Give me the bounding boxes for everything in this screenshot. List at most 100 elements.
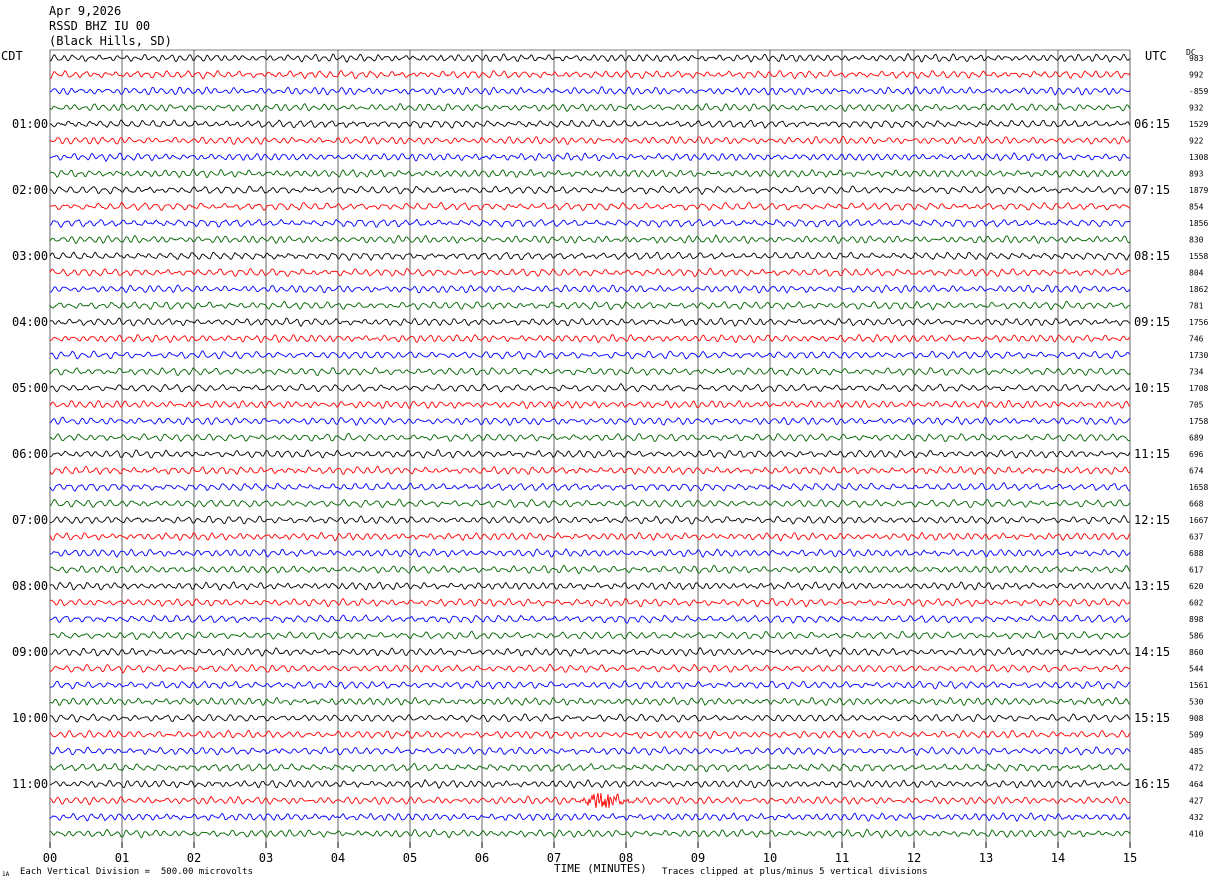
x-tick-label: 06 xyxy=(475,851,489,865)
x-tick-label: 01 xyxy=(115,851,129,865)
right-hour-label: 15:15 xyxy=(1134,711,1170,725)
left-hour-label: 05:00 xyxy=(12,381,48,395)
dc-offset-label: 427 xyxy=(1189,797,1204,806)
trace-row-37 xyxy=(49,663,1131,674)
dc-offset-label: 688 xyxy=(1189,549,1204,558)
dc-offset-label: 1856 xyxy=(1189,219,1208,228)
left-hour-label: 04:00 xyxy=(12,315,48,329)
dc-offset-label: 922 xyxy=(1189,137,1204,146)
dc-offset-label: 908 xyxy=(1189,714,1204,723)
dc-offset-label: 830 xyxy=(1189,236,1204,245)
x-tick-label: 11 xyxy=(835,851,849,865)
left-hour-label: 07:00 xyxy=(12,513,48,527)
trace-row-12 xyxy=(49,251,1131,261)
x-tick-label: 03 xyxy=(259,851,273,865)
dc-offset-label: 1862 xyxy=(1189,285,1208,294)
trace-row-8 xyxy=(49,185,1131,196)
dc-offset-label: 472 xyxy=(1189,764,1204,773)
trace-row-26 xyxy=(49,481,1131,492)
trace-row-7 xyxy=(49,168,1131,179)
trace-row-34 xyxy=(49,614,1131,624)
right-hour-label: 13:15 xyxy=(1134,579,1170,593)
trace-row-29 xyxy=(49,531,1131,542)
dc-offset-label: 602 xyxy=(1189,599,1204,608)
trace-row-17 xyxy=(49,333,1131,344)
x-tick-label: 05 xyxy=(403,851,417,865)
right-hour-label: 16:15 xyxy=(1134,777,1170,791)
x-tick-label: 14 xyxy=(1051,851,1065,865)
dc-offset-label: -859 xyxy=(1189,87,1208,96)
trace-row-33 xyxy=(49,597,1131,608)
labels: 00 01 02 03 04 05 06 07 08 09 10 11 12 13 14 15 983 992 -8… xyxy=(12,54,1208,865)
left-timezone-label: CDT xyxy=(1,49,23,63)
dc-offset-label: 696 xyxy=(1189,450,1204,459)
header-date: Apr 9,2026 xyxy=(49,4,122,18)
trace-row-38 xyxy=(49,680,1131,690)
header-station: RSSD BHZ IU 00 xyxy=(49,19,151,33)
grid xyxy=(49,49,1131,848)
x-tick-label: 15 xyxy=(1123,851,1137,865)
right-hour-label: 08:15 xyxy=(1134,249,1170,263)
trace-row-27 xyxy=(49,498,1131,509)
trace-row-22 xyxy=(49,416,1131,426)
left-hour-label: 02:00 xyxy=(12,183,48,197)
dc-offset-label: 544 xyxy=(1189,665,1204,674)
x-tick-label: 10 xyxy=(763,851,777,865)
left-hour-label: 06:00 xyxy=(12,447,48,461)
x-tick-label: 09 xyxy=(691,851,705,865)
dc-offset-label: 1308 xyxy=(1189,153,1208,162)
dc-offset-label: 509 xyxy=(1189,731,1204,740)
trace-row-42 xyxy=(49,746,1131,756)
left-hour-label: 01:00 xyxy=(12,117,48,131)
dc-offset-label: 674 xyxy=(1189,467,1204,476)
dc-offset-label: 1667 xyxy=(1189,516,1208,525)
right-hour-label: 12:15 xyxy=(1134,513,1170,527)
dc-offset-label: 1558 xyxy=(1189,252,1208,261)
right-hour-label: 11:15 xyxy=(1134,447,1170,461)
traces xyxy=(49,53,1131,839)
trace-row-31 xyxy=(49,564,1131,575)
dc-offset-label: 485 xyxy=(1189,747,1204,756)
dc-offset-label: 689 xyxy=(1189,434,1204,443)
left-hour-label: 03:00 xyxy=(12,249,48,263)
trace-row-0 xyxy=(49,53,1131,63)
dc-offset-label: 668 xyxy=(1189,500,1204,509)
right-hour-label: 06:15 xyxy=(1134,117,1170,131)
dc-offset-label: 1561 xyxy=(1189,681,1208,690)
left-hour-label: 08:00 xyxy=(12,579,48,593)
trace-row-4 xyxy=(49,119,1131,130)
trace-row-23 xyxy=(49,432,1131,443)
left-hour-label: 09:00 xyxy=(12,645,48,659)
dc-offset-label: 530 xyxy=(1189,698,1204,707)
trace-row-3 xyxy=(49,102,1131,112)
trace-row-10 xyxy=(49,218,1131,229)
header-location: (Black Hills, SD) xyxy=(49,34,172,48)
left-hour-label: 11:00 xyxy=(12,777,48,791)
trace-row-13 xyxy=(49,267,1131,278)
trace-row-28 xyxy=(49,514,1131,525)
trace-row-41 xyxy=(49,729,1131,740)
dc-offset-label: 432 xyxy=(1189,813,1204,822)
trace-row-2 xyxy=(49,85,1131,96)
right-hour-label: 09:15 xyxy=(1134,315,1170,329)
dc-label: DC xyxy=(1186,48,1196,57)
dc-offset-label: 1708 xyxy=(1189,384,1208,393)
trace-row-24 xyxy=(49,448,1131,459)
right-timezone-label: UTC xyxy=(1145,49,1167,63)
dc-offset-label: 1529 xyxy=(1189,120,1208,129)
trace-row-15 xyxy=(49,300,1131,311)
trace-row-18 xyxy=(49,350,1131,360)
trace-row-19 xyxy=(49,367,1131,377)
right-hour-label: 07:15 xyxy=(1134,183,1170,197)
trace-row-14 xyxy=(49,284,1131,294)
trace-row-6 xyxy=(49,152,1131,163)
dc-offset-label: 893 xyxy=(1189,170,1204,179)
dc-offset-label: 1730 xyxy=(1189,351,1208,360)
dc-offset-label: 586 xyxy=(1189,632,1204,641)
dc-offset-label: 932 xyxy=(1189,104,1204,113)
dc-offset-label: 637 xyxy=(1189,533,1204,542)
dc-offset-label: 1658 xyxy=(1189,483,1208,492)
dc-offset-label: 983 xyxy=(1189,54,1204,63)
trace-row-44 xyxy=(49,778,1131,789)
